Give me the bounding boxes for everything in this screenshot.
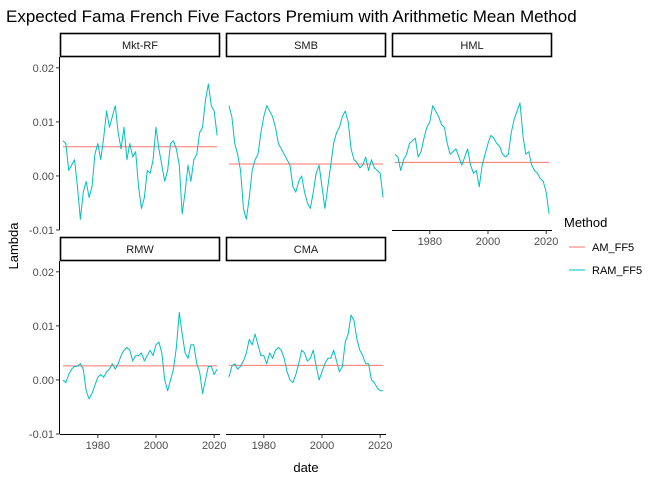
facet-panel-cma: CMA xyxy=(225,236,387,392)
facet-panels: Mkt-RF SMB HML RMW CMA xyxy=(59,32,553,400)
facet-strip-rmw xyxy=(59,236,221,262)
x-tick-label: 2020 xyxy=(202,440,226,452)
x-tick-label: 1980 xyxy=(252,440,276,452)
facet-strip-mkt-rf xyxy=(59,32,221,58)
x-tick-label: 1980 xyxy=(86,440,110,452)
series-ram-ff5-line xyxy=(228,314,384,392)
y-tick-label: -0.01 xyxy=(29,429,54,441)
facet-strip-label: SMB xyxy=(294,40,318,52)
facet-strip-label: CMA xyxy=(294,244,319,256)
y-tick-label: 0.01 xyxy=(33,117,54,129)
legend-label-am-ff5: AM_FF5 xyxy=(592,242,634,254)
x-axis-rmw: 1980 2000 2020 xyxy=(60,434,226,452)
chart-title: Expected Fama French Five Factors Premiu… xyxy=(6,7,577,26)
y-axis-row-1: -0.01 0.00 0.01 0.02 xyxy=(29,57,60,237)
facet-strip-hml xyxy=(391,32,553,58)
facet-panel-mkt-rf: Mkt-RF xyxy=(59,32,221,220)
legend: Method AM_FF5 RAM_FF5 xyxy=(564,215,642,277)
x-tick-label: 2020 xyxy=(368,440,392,452)
facet-strip-label: HML xyxy=(460,40,483,52)
x-axis-hml: 1980 2000 2020 xyxy=(392,230,558,248)
y-axes: -0.01 0.00 0.01 0.02 -0.01 0.00 0.01 0.02 xyxy=(29,57,60,441)
x-axis-title: date xyxy=(293,460,318,475)
x-tick-label: 2000 xyxy=(476,236,500,248)
x-tick-label: 2000 xyxy=(144,440,168,452)
y-tick-label: 0.01 xyxy=(33,321,54,333)
y-tick-label: 0.02 xyxy=(33,63,54,75)
legend-title: Method xyxy=(564,215,607,230)
y-tick-label: 0.00 xyxy=(33,171,54,183)
x-tick-label: 2000 xyxy=(310,440,334,452)
y-tick-label: -0.01 xyxy=(29,225,54,237)
facet-panel-rmw: RMW xyxy=(59,236,221,400)
series-ram-ff5-line xyxy=(394,102,550,214)
y-tick-label: 0.00 xyxy=(33,375,54,387)
legend-label-ram-ff5: RAM_FF5 xyxy=(592,265,642,277)
y-axis-row-2: -0.01 0.00 0.01 0.02 xyxy=(29,261,60,441)
facet-strip-smb xyxy=(225,32,387,58)
facet-strip-label: Mkt-RF xyxy=(122,40,158,52)
series-ram-ff5-line xyxy=(62,83,218,220)
x-axis-cma: 1980 2000 2020 xyxy=(226,434,392,452)
x-tick-label: 2020 xyxy=(534,236,558,248)
x-tick-label: 1980 xyxy=(418,236,442,248)
facet-panel-smb: SMB xyxy=(225,32,387,220)
y-tick-label: 0.02 xyxy=(33,267,54,279)
facet-panel-hml: HML xyxy=(391,32,553,214)
facet-strip-label: RMW xyxy=(126,244,154,256)
facet-strip-cma xyxy=(225,236,387,262)
y-axis-title: Lambda xyxy=(6,222,21,270)
series-ram-ff5-line xyxy=(228,105,384,220)
series-ram-ff5-line xyxy=(62,311,218,400)
x-axes: 1980 2000 2020 1980 2000 2020 1980 2000 2020 xyxy=(60,230,558,452)
